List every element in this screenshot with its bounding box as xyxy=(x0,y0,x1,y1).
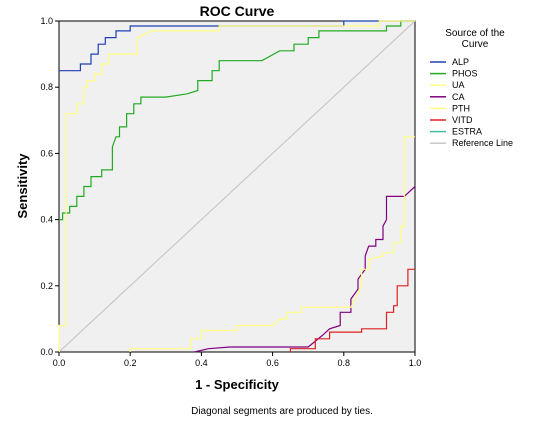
legend-item-ua: UA xyxy=(430,80,465,90)
chart-title: ROC Curve xyxy=(200,3,275,19)
y-axis-label: Sensitivity xyxy=(15,153,30,219)
legend-label: Reference Line xyxy=(452,138,513,148)
footnote: Diagonal segments are produced by ties. xyxy=(191,406,373,417)
series-line-ca xyxy=(194,186,416,353)
legend-item-reference-line: Reference Line xyxy=(430,138,513,148)
x-tick-label: 0.4 xyxy=(195,358,208,368)
y-tick-label: 0.4 xyxy=(40,215,53,225)
series-line-reference-line xyxy=(58,20,416,353)
x-tick-label: 0.0 xyxy=(53,358,66,368)
series-layer xyxy=(58,20,416,353)
legend-item-vitd: VITD xyxy=(430,115,473,125)
legend-label: ALP xyxy=(452,57,469,67)
x-tick-label: 0.2 xyxy=(124,358,137,368)
legend-item-ca: CA xyxy=(430,92,465,102)
legend-label: UA xyxy=(452,80,465,90)
y-tick-label: 0.6 xyxy=(40,148,53,158)
x-tick-label: 1.0 xyxy=(409,358,422,368)
legend-label: ESTRA xyxy=(452,127,482,137)
legend-label: PTH xyxy=(452,103,470,113)
legend-label: CA xyxy=(452,92,465,102)
x-tick-label: 0.6 xyxy=(266,358,279,368)
series-line-phos xyxy=(59,20,415,221)
legend-label: VITD xyxy=(452,115,473,125)
x-tick-label: 0.8 xyxy=(338,358,351,368)
legend-title: Source of the Curve xyxy=(445,28,505,50)
y-tick-label: 0.2 xyxy=(40,281,53,291)
legend-item-phos: PHOS xyxy=(430,69,478,79)
series-line-ua xyxy=(58,20,415,352)
series-line-pth xyxy=(129,136,415,352)
legend-item-pth: PTH xyxy=(430,103,470,113)
series-line-vitd xyxy=(289,268,415,352)
ticks-layer: 0.0 0.2 0.4 0.6 0.8 1.0 0.0 0.2 0.4 0.6 0.8 1.0 xyxy=(40,16,421,368)
legend-label: PHOS xyxy=(452,69,478,79)
y-tick-label: 0.0 xyxy=(40,347,53,357)
y-tick-label: 1.0 xyxy=(40,16,53,26)
legend-item-estra: ESTRA xyxy=(430,127,482,137)
legend-item-alp: ALP xyxy=(430,57,469,67)
x-axis-label: 1 - Specificity xyxy=(195,377,280,392)
y-tick-label: 0.8 xyxy=(40,82,53,92)
